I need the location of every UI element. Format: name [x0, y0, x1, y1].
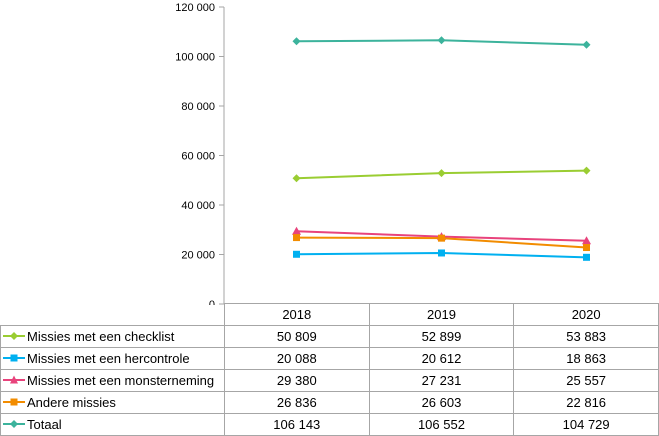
data-point — [583, 244, 590, 252]
data-point — [438, 234, 445, 242]
data-point — [292, 37, 301, 46]
legend-cell: Missies met een monsterneming — [0, 369, 225, 392]
data-point — [293, 234, 300, 242]
table-row: Missies met een checklist 50 809 52 899 53 … — [0, 325, 659, 348]
line-chart: 0 20 000 40 000 60 000 80 000 100 000 120 000 — [175, 2, 591, 305]
table-corner — [0, 303, 225, 326]
legend-label: Andere missies — [27, 395, 116, 410]
table-row: Missies met een monsterneming 29 380 27 23… — [0, 369, 659, 392]
y-tick-label: 60 000 — [181, 151, 215, 163]
data-point — [292, 174, 301, 183]
y-tick-label: 40 000 — [181, 200, 215, 212]
y-tick-label: 0 — [209, 299, 215, 305]
legend-label: Missies met een checklist — [27, 329, 175, 344]
legend-label: Missies met een monsterneming — [27, 373, 215, 388]
table-row: Andere missies 26 836 26 603 22 816 — [0, 391, 659, 414]
data-point — [582, 236, 591, 245]
data-point — [292, 226, 301, 235]
data-value-cell: 27 231 — [368, 369, 515, 392]
legend-cell: Missies met een checklist — [0, 325, 225, 348]
data-table: 2018 2019 2020 Missies met een checklist 50 … — [0, 303, 659, 436]
legend-key-icon — [3, 417, 27, 432]
data-value-cell: 26 603 — [368, 391, 515, 414]
data-value-cell: 20 612 — [368, 347, 515, 370]
data-point — [582, 166, 591, 175]
x-category-label: 2020 — [513, 303, 659, 326]
x-category-label: 2019 — [368, 303, 515, 326]
legend-label: Missies met een hercontrole — [27, 351, 190, 366]
table-row: Totaal 106 143 106 552 104 729 — [0, 413, 659, 436]
data-point — [437, 169, 446, 178]
data-value-cell: 53 883 — [513, 325, 659, 348]
legend-key-icon — [3, 373, 27, 388]
legend-cell: Totaal — [0, 413, 225, 436]
data-point — [582, 40, 591, 49]
legend-key-icon — [3, 351, 27, 366]
y-tick-label: 100 000 — [175, 52, 215, 64]
data-value-cell: 106 552 — [368, 413, 515, 436]
data-value-cell: 22 816 — [513, 391, 659, 414]
data-value-cell: 29 380 — [223, 369, 370, 392]
legend-cell: Andere missies — [0, 391, 225, 414]
legend-label: Totaal — [27, 417, 62, 432]
data-value-cell: 104 729 — [513, 413, 659, 436]
legend-key-icon — [3, 329, 27, 344]
data-value-cell: 26 836 — [223, 391, 370, 414]
data-point — [437, 36, 446, 45]
data-point — [293, 250, 300, 258]
y-tick-label: 20 000 — [181, 250, 215, 262]
data-value-cell: 25 557 — [513, 369, 659, 392]
data-value-cell: 52 899 — [368, 325, 515, 348]
table-row: Missies met een hercontrole 20 088 20 612 1… — [0, 347, 659, 370]
y-tick-label: 80 000 — [181, 101, 215, 113]
data-value-cell: 18 863 — [513, 347, 659, 370]
legend-cell: Missies met een hercontrole — [0, 347, 225, 370]
y-tick-label: 120 000 — [175, 2, 215, 14]
data-value-cell: 106 143 — [223, 413, 370, 436]
data-value-cell: 20 088 — [223, 347, 370, 370]
legend-key-icon — [3, 395, 27, 410]
x-category-label: 2018 — [223, 303, 370, 326]
table-header-row: 2018 2019 2020 — [0, 303, 659, 326]
data-value-cell: 50 809 — [223, 325, 370, 348]
data-point — [583, 253, 590, 261]
data-point — [438, 249, 445, 257]
